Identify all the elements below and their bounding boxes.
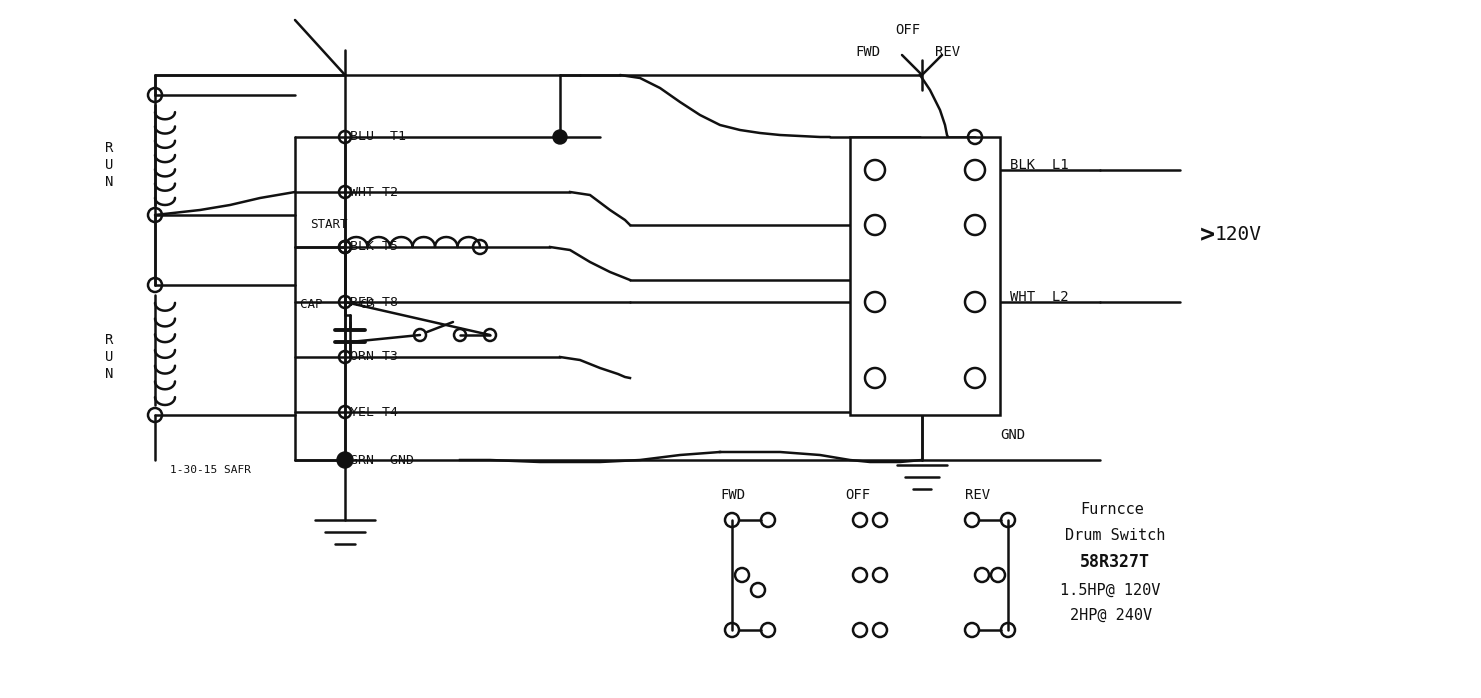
- Text: BLK T5: BLK T5: [350, 241, 398, 253]
- Text: YEL T4: YEL T4: [350, 406, 398, 419]
- Text: Furncce: Furncce: [1080, 503, 1143, 517]
- Text: RED T8: RED T8: [350, 295, 398, 309]
- Text: BLK  L1: BLK L1: [1010, 158, 1069, 172]
- Text: BLU  T1: BLU T1: [350, 131, 406, 144]
- Text: START: START: [310, 218, 348, 232]
- Text: OFF: OFF: [846, 488, 871, 502]
- Text: Drum Switch: Drum Switch: [1065, 528, 1166, 542]
- Text: R: R: [105, 333, 114, 347]
- Text: U: U: [105, 158, 114, 172]
- Text: >: >: [1200, 223, 1214, 247]
- Text: WHT T2: WHT T2: [350, 186, 398, 198]
- Text: 1.5HP@ 120V: 1.5HP@ 120V: [1060, 583, 1161, 597]
- Text: ORN T3: ORN T3: [350, 350, 398, 364]
- Text: U: U: [105, 350, 114, 364]
- Text: FWD: FWD: [720, 488, 745, 502]
- Text: FWD: FWD: [855, 45, 880, 59]
- Circle shape: [338, 452, 352, 468]
- Text: REV: REV: [966, 488, 991, 502]
- Text: OFF: OFF: [895, 23, 920, 37]
- Bar: [850, 137, 1000, 415]
- Text: 120V: 120V: [1214, 225, 1262, 244]
- Text: CAP     CS: CAP CS: [301, 299, 375, 311]
- Text: REV: REV: [935, 45, 960, 59]
- Text: GND: GND: [1000, 428, 1025, 442]
- Text: 58R327T: 58R327T: [1080, 553, 1151, 571]
- Circle shape: [552, 130, 567, 144]
- Text: R: R: [105, 141, 114, 155]
- Text: N: N: [105, 367, 114, 381]
- Text: GRN  GND: GRN GND: [350, 454, 415, 466]
- Text: WHT  L2: WHT L2: [1010, 290, 1069, 304]
- Text: N: N: [105, 175, 114, 189]
- Text: 1-30-15 SAFR: 1-30-15 SAFR: [170, 465, 250, 475]
- Text: 2HP@ 240V: 2HP@ 240V: [1069, 607, 1152, 623]
